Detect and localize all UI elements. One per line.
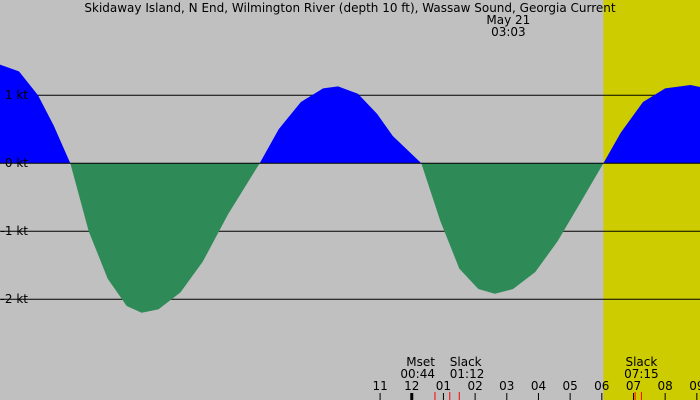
event-time-label: 00:44 xyxy=(400,367,435,381)
hour-tick-label: 09 xyxy=(689,379,700,393)
event-label: Slack xyxy=(450,355,482,369)
ebb-area xyxy=(0,163,700,313)
event-time-label: 07:15 xyxy=(624,367,659,381)
hour-axis: 1112010203040506070809101112010203040506… xyxy=(372,379,700,400)
hour-tick-label: 03 xyxy=(499,379,514,393)
hour-tick-label: 12 xyxy=(404,379,419,393)
event-time-label: 01:12 xyxy=(450,367,485,381)
y-axis-labels: 1 kt 0 kt -1 kt -2 kt xyxy=(1,88,29,306)
event-labels: Mset00:44Slack01:12Slack07:15Mrise11:14S… xyxy=(400,355,659,400)
hour-tick-label: 08 xyxy=(658,379,673,393)
extreme-time-label: 03:03 xyxy=(491,25,526,39)
hour-tick-label: 05 xyxy=(562,379,577,393)
hour-tick-label: 06 xyxy=(594,379,609,393)
hour-tick-label: 04 xyxy=(531,379,546,393)
hour-tick-label: 01 xyxy=(436,379,451,393)
extreme-date-label: May 21 xyxy=(486,13,530,27)
flood-area xyxy=(0,64,700,164)
hour-tick-label: 11 xyxy=(372,379,387,393)
hour-tick-label: 07 xyxy=(626,379,641,393)
event-label: Slack xyxy=(625,355,657,369)
y-tick-label: 0 kt xyxy=(5,156,28,170)
y-tick-label: -2 kt xyxy=(1,292,29,306)
hour-tick-label: 02 xyxy=(467,379,482,393)
daylight-band xyxy=(603,0,700,400)
y-tick-label: -1 kt xyxy=(1,224,29,238)
event-label: Mset xyxy=(406,355,435,369)
y-tick-label: 1 kt xyxy=(5,88,28,102)
chart-title: Skidaway Island, N End, Wilmington River… xyxy=(84,1,616,15)
